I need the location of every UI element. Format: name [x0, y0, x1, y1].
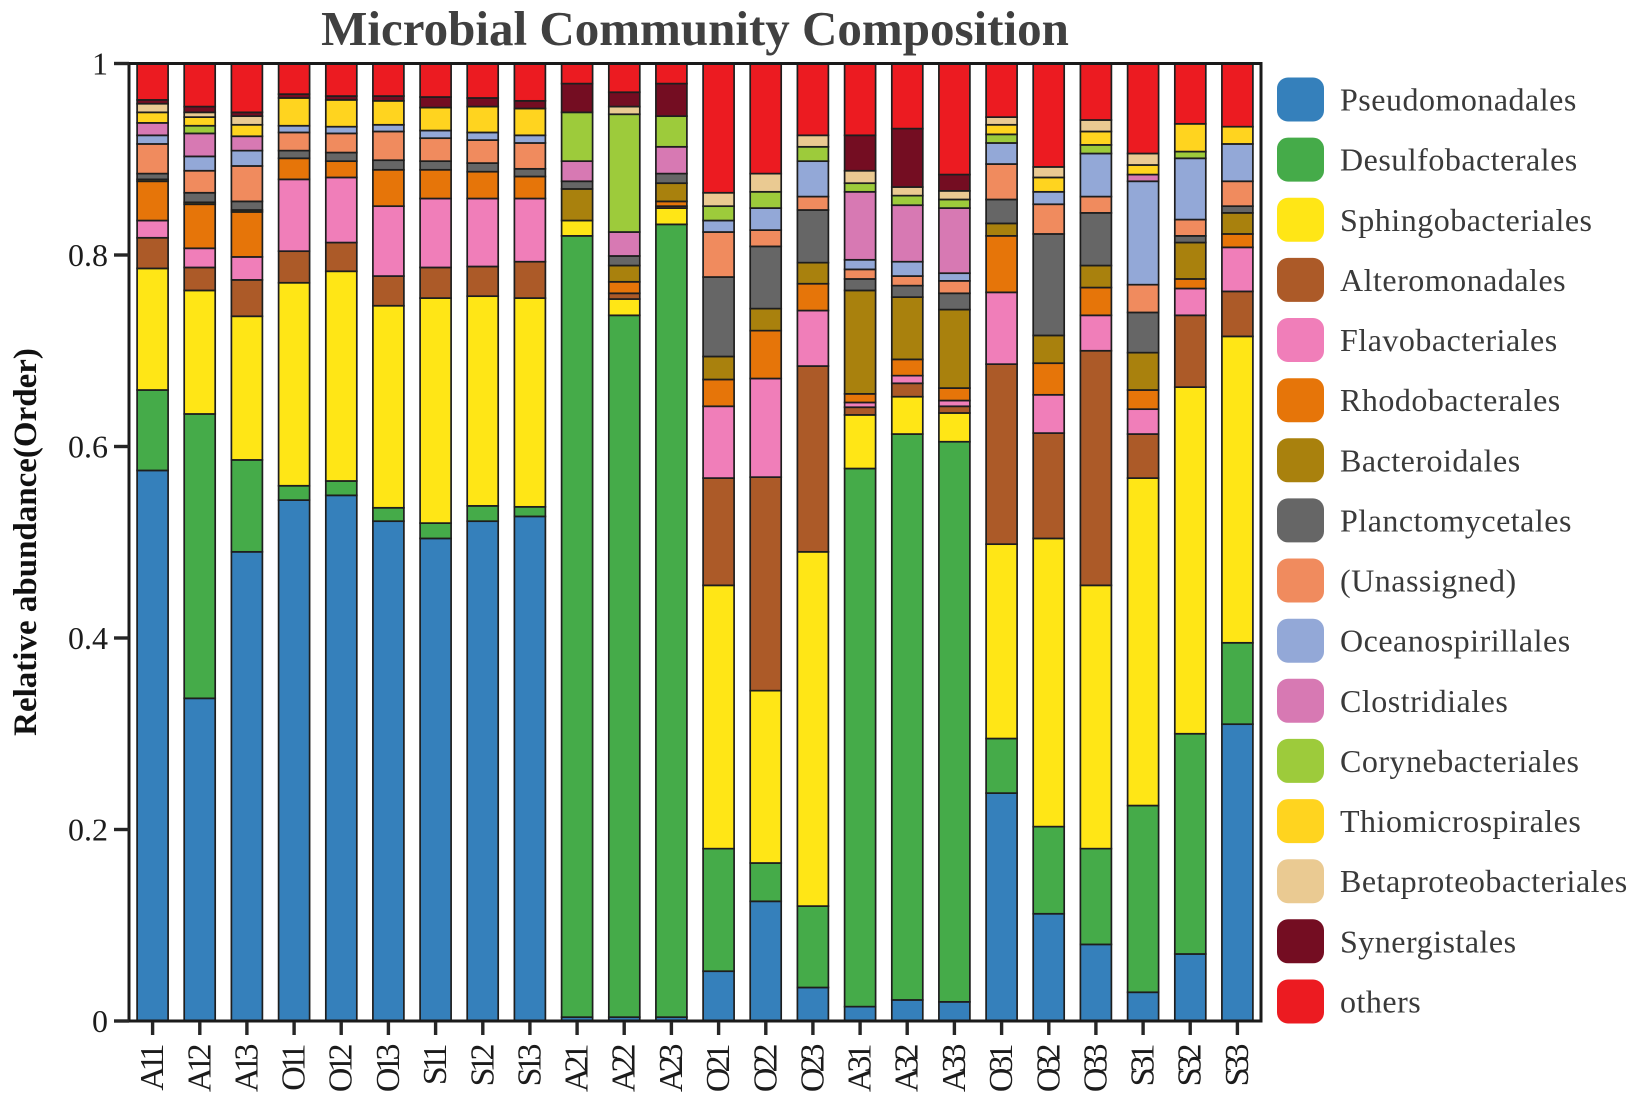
- svg-text:Microbial Community Compositio: Microbial Community Composition: [321, 1, 1069, 56]
- svg-text:0.4: 0.4: [68, 620, 108, 656]
- svg-text:O31: O31: [983, 1046, 1020, 1093]
- svg-text:0: 0: [92, 1003, 108, 1039]
- svg-text:S12: S12: [464, 1045, 501, 1087]
- svg-text:A32: A32: [889, 1045, 926, 1093]
- svg-text:Thiomicrospirales: Thiomicrospirales: [1340, 803, 1581, 839]
- svg-text:(Unassigned): (Unassigned): [1340, 563, 1517, 599]
- svg-text:A12: A12: [181, 1045, 218, 1093]
- svg-text:A33: A33: [936, 1045, 973, 1093]
- svg-text:S33: S33: [1219, 1045, 1256, 1087]
- svg-text:O21: O21: [700, 1046, 737, 1093]
- svg-text:Desulfobacterales: Desulfobacterales: [1340, 142, 1578, 178]
- svg-text:A11: A11: [134, 1046, 171, 1091]
- svg-text:S32: S32: [1172, 1045, 1209, 1087]
- svg-text:S31: S31: [1125, 1046, 1162, 1087]
- svg-text:A13: A13: [228, 1045, 265, 1093]
- svg-text:Alteromonadales: Alteromonadales: [1340, 262, 1566, 298]
- svg-text:Pseudomonadales: Pseudomonadales: [1340, 82, 1577, 118]
- svg-text:A23: A23: [653, 1045, 690, 1093]
- svg-text:S13: S13: [511, 1045, 548, 1087]
- svg-text:A21: A21: [559, 1046, 596, 1093]
- svg-text:Betaproteobacteriales: Betaproteobacteriales: [1340, 863, 1628, 899]
- svg-text:O22: O22: [747, 1045, 784, 1093]
- svg-text:O32: O32: [1030, 1045, 1067, 1093]
- svg-text:O12: O12: [323, 1045, 360, 1093]
- svg-text:0.6: 0.6: [68, 429, 108, 465]
- svg-text:0.8: 0.8: [68, 237, 108, 273]
- svg-text:Oceanospirillales: Oceanospirillales: [1340, 623, 1571, 659]
- svg-text:S11: S11: [417, 1046, 454, 1086]
- svg-text:Bacteroidales: Bacteroidales: [1340, 442, 1521, 478]
- svg-text:Clostridiales: Clostridiales: [1340, 683, 1508, 719]
- svg-text:O33: O33: [1077, 1045, 1114, 1093]
- svg-text:others: others: [1340, 984, 1421, 1020]
- svg-text:Relative abundance(Order): Relative abundance(Order): [8, 348, 44, 736]
- svg-text:Flavobacteriales: Flavobacteriales: [1340, 322, 1558, 358]
- svg-text:Sphingobacteriales: Sphingobacteriales: [1340, 202, 1592, 238]
- svg-text:Planctomycetales: Planctomycetales: [1340, 502, 1572, 538]
- svg-text:1: 1: [92, 46, 108, 82]
- svg-text:O13: O13: [370, 1045, 407, 1093]
- svg-text:Rhodobacterales: Rhodobacterales: [1340, 382, 1561, 418]
- svg-text:O11: O11: [276, 1046, 313, 1091]
- svg-text:0.2: 0.2: [68, 812, 108, 848]
- svg-text:O23: O23: [794, 1045, 831, 1093]
- svg-text:A22: A22: [606, 1045, 643, 1093]
- svg-text:A31: A31: [842, 1046, 879, 1093]
- svg-text:Synergistales: Synergistales: [1340, 923, 1517, 959]
- svg-text:Corynebacteriales: Corynebacteriales: [1340, 743, 1580, 779]
